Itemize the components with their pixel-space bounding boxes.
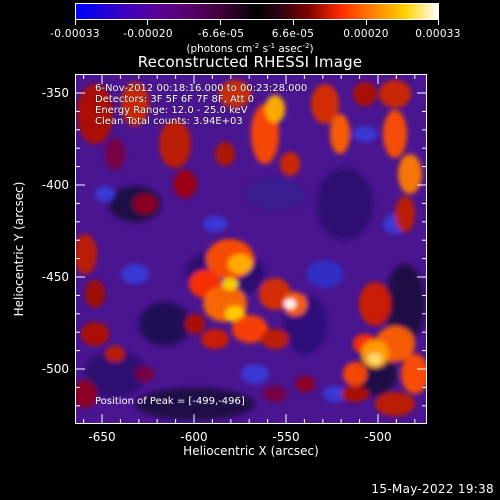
intensity-blob <box>323 386 347 402</box>
colorbar-tick-label: 0.00033 <box>415 28 461 40</box>
intensity-blob <box>185 314 205 334</box>
intensity-blob <box>81 322 109 346</box>
intensity-blob <box>245 178 305 210</box>
intensity-blob <box>265 95 285 123</box>
intensity-blob <box>383 110 407 158</box>
image-plot-area <box>75 74 427 424</box>
intensity-blob <box>375 392 415 416</box>
intensity-map <box>75 80 427 420</box>
intensity-blob <box>219 80 251 108</box>
colorbar-tick-label: 0.00020 <box>343 28 389 40</box>
colorbar <box>75 3 439 20</box>
timestamp: 15-May-2022 19:38 <box>371 482 494 496</box>
energy-range-text: Energy Range: 12.0 - 25.0 keV <box>95 105 248 116</box>
colorbar-tick <box>293 20 294 25</box>
intensity-blob <box>379 80 411 108</box>
intensity-blob <box>359 282 391 326</box>
plot-frame <box>75 74 427 424</box>
intensity-blob <box>368 353 382 365</box>
clean-counts-text: Clean Total counts: 3.94E+03 <box>95 116 243 127</box>
colorbar-tick-label: 6.6e-05 <box>271 28 315 40</box>
intensity-blob <box>398 154 422 194</box>
intensity-blob <box>173 170 197 198</box>
intensity-blob <box>159 120 191 168</box>
intensity-blob <box>203 216 227 232</box>
detectors-text: Detectors: 3F 5F 6F 7F 8F, Att 0 <box>95 94 255 105</box>
y-tick-label: -500 <box>41 362 69 376</box>
intensity-blob <box>341 386 369 402</box>
intensity-blob <box>401 354 427 394</box>
intensity-blob <box>133 194 157 214</box>
intensity-blob <box>395 196 415 232</box>
colorbar-unit-label: (photons cm-2 s-1 asec-2) <box>186 42 314 55</box>
intensity-blob <box>139 302 191 346</box>
intensity-blob <box>241 364 269 384</box>
colorbar-tick <box>220 20 221 25</box>
y-tick-label: -350 <box>41 86 69 100</box>
intensity-blob <box>77 84 113 144</box>
x-tick-label: -500 <box>364 430 392 444</box>
intensity-blob <box>280 152 300 176</box>
x-axis-label: Heliocentric X (arcsec) <box>183 444 319 458</box>
x-tick-label: -550 <box>272 430 300 444</box>
colorbar-tick <box>366 20 367 25</box>
x-tick-label: -650 <box>88 430 116 444</box>
colorbar-ticks <box>75 20 439 26</box>
intensity-blob <box>222 278 238 290</box>
intensity-blob <box>85 350 145 398</box>
plot-title: Reconstructed RHESSI Image <box>137 53 363 71</box>
intensity-blob <box>317 168 373 240</box>
intensity-blob <box>284 299 296 309</box>
colorbar-tick-label: -6.6e-05 <box>197 28 245 40</box>
intensity-blob <box>85 280 105 308</box>
intensity-blob <box>295 376 315 392</box>
intensity-blob <box>353 126 377 142</box>
y-axis-label: Heliocentric Y (arcsec) <box>12 181 26 317</box>
intensity-blob <box>75 234 97 274</box>
intensity-blob <box>261 329 289 349</box>
intensity-blob <box>311 84 339 124</box>
x-tick-label: -600 <box>180 430 208 444</box>
intensity-blob <box>232 315 268 343</box>
colorbar-tick <box>438 20 439 25</box>
axis-ticks <box>75 74 427 424</box>
reconstructed-image <box>75 74 427 424</box>
colorbar-tick-label: -0.00020 <box>123 28 173 40</box>
colorbar-tick-labels: -0.00033 -0.00020 -6.6e-05 6.6e-05 0.000… <box>0 27 500 41</box>
intensity-blob <box>330 114 350 154</box>
intensity-blob <box>121 264 149 284</box>
intensity-blob <box>135 366 155 382</box>
x-tick-labels: -650 -600 -550 -500 <box>0 430 500 444</box>
intensity-blob <box>307 260 343 288</box>
intensity-blob <box>353 82 377 106</box>
intensity-blob <box>228 254 252 274</box>
y-tick-labels: -350 -400 -450 -500 <box>0 0 69 500</box>
y-tick-label: -400 <box>41 178 69 192</box>
intensity-blob <box>385 264 425 344</box>
intensity-blob <box>259 278 291 310</box>
intensity-blob <box>353 352 397 396</box>
colorbar-tick-label: -0.00033 <box>50 28 100 40</box>
colorbar-tick <box>75 20 76 25</box>
intensity-blob <box>121 82 149 126</box>
intensity-blob <box>95 186 115 202</box>
time-range-text: 6-Nov-2012 00:18:16.000 to 00:23:28.000 <box>95 83 308 94</box>
y-tick-label: -450 <box>41 270 69 284</box>
peak-position-text: Position of Peak = [-499,-496] <box>95 396 245 407</box>
intensity-blob <box>105 346 125 362</box>
intensity-blob <box>105 138 125 170</box>
intensity-blob <box>263 386 287 402</box>
colorbar-tick <box>147 20 148 25</box>
observation-info: 6-Nov-2012 00:18:16.000 to 00:23:28.000 … <box>95 83 307 127</box>
intensity-blob <box>135 388 255 420</box>
intensity-blob <box>215 142 235 166</box>
intensity-blob <box>201 329 229 349</box>
intensity-blob <box>75 380 97 408</box>
intensity-blob <box>343 362 367 386</box>
